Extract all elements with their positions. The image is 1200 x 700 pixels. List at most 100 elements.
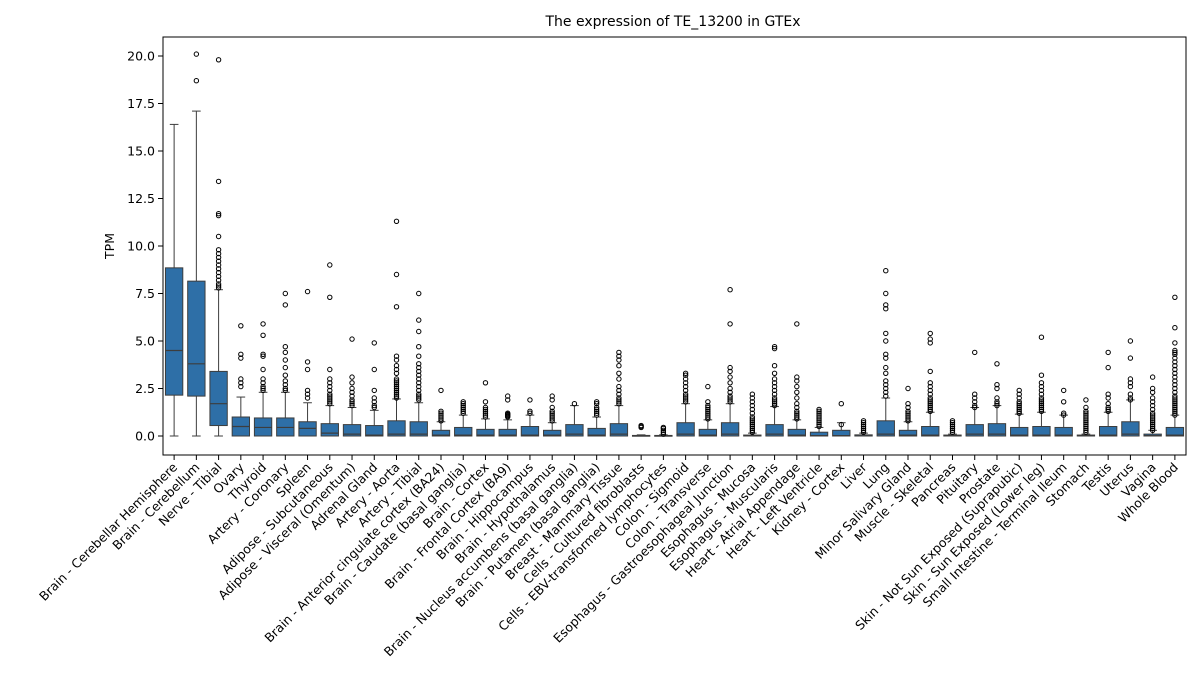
outlier-point: [816, 423, 822, 430]
outlier-point: [972, 399, 978, 405]
outlier-point: [994, 402, 1000, 409]
outlier-point: [393, 304, 400, 310]
outlier-point: [460, 401, 466, 407]
outlier-point: [1105, 364, 1111, 371]
outlier-point: [682, 393, 689, 399]
outlier-point: [616, 357, 622, 363]
outlier-point: [749, 427, 756, 433]
outlier-point: [771, 399, 778, 405]
outlier-point: [260, 353, 266, 359]
outlier-point: [994, 401, 1000, 407]
outlier-point: [771, 383, 778, 390]
outlier-point: [660, 431, 667, 437]
outlier-point: [1060, 387, 1067, 394]
box: [320, 423, 339, 437]
outlier-point: [438, 414, 444, 420]
outlier-point: [327, 399, 333, 405]
outlier-point: [260, 380, 266, 386]
outlier-point: [905, 418, 911, 424]
outlier-point: [749, 410, 756, 416]
outlier-point: [416, 364, 422, 371]
outlier-point: [393, 387, 400, 394]
box: [543, 429, 562, 437]
outlier-point: [927, 336, 933, 342]
outlier-point: [527, 408, 533, 414]
outlier-point: [949, 427, 956, 433]
outlier-point: [883, 364, 889, 371]
outlier-point: [727, 368, 733, 375]
outlier-point: [260, 332, 266, 338]
outlier-point: [638, 422, 644, 429]
plot-area: 0.0 2.5 5.0 7.5 10.0 12.5 15.0 17.5 20.0 Brain - …: [36, 49, 1185, 659]
outlier-point: [215, 285, 222, 291]
box: [387, 420, 406, 437]
outlier-point: [416, 317, 422, 323]
outlier-point: [1016, 399, 1022, 405]
outlier-point: [682, 380, 689, 386]
outlier-point: [1016, 395, 1022, 401]
outlier-point: [327, 376, 333, 382]
outlier-point: [905, 410, 911, 416]
outlier-point: [1083, 429, 1089, 435]
outlier-point: [460, 402, 466, 409]
outlier-point: [482, 404, 489, 411]
outlier-point: [749, 402, 756, 409]
outlier-point: [304, 288, 311, 295]
outlier-point: [1172, 325, 1178, 331]
outlier-point: [1105, 391, 1111, 397]
outlier-point: [816, 416, 822, 422]
outlier-point: [549, 410, 555, 416]
outlier-point: [349, 380, 355, 386]
box: [876, 420, 895, 437]
outlier-point: [905, 408, 911, 414]
outlier-point: [727, 393, 733, 399]
outlier-point: [927, 340, 933, 346]
box: [1054, 426, 1073, 437]
outlier-point: [438, 418, 444, 424]
outlier-point: [438, 412, 444, 418]
outlier-point: [460, 406, 466, 413]
outlier-point: [1172, 363, 1178, 369]
outlier-point: [1083, 421, 1089, 428]
box: [676, 422, 695, 437]
outlier-point: [371, 387, 377, 394]
outlier-point: [393, 357, 400, 363]
outlier-point: [282, 372, 289, 378]
outlier-point: [1038, 399, 1045, 405]
outlier-point: [1149, 402, 1156, 409]
outlier-point: [1172, 404, 1178, 411]
outlier-point: [1127, 355, 1134, 361]
outlier-point: [1127, 383, 1134, 390]
outlier-point: [883, 302, 889, 308]
outlier-point: [749, 395, 756, 401]
y-tick-label: 15.0: [127, 144, 155, 159]
outlier-point: [883, 378, 889, 384]
outlier-point: [393, 370, 400, 376]
outlier-point: [927, 395, 933, 401]
box: [1032, 426, 1051, 437]
outlier-point: [927, 401, 933, 407]
outlier-point: [949, 425, 956, 432]
box: [342, 424, 362, 437]
outlier-point: [927, 380, 933, 386]
outlier-point: [949, 423, 956, 430]
outlier-point: [860, 418, 867, 424]
outlier-point: [371, 404, 377, 411]
outlier-point: [727, 321, 733, 327]
outlier-point: [349, 399, 355, 405]
outlier-point: [327, 366, 333, 373]
outlier-point: [1172, 374, 1178, 380]
outlier-point: [705, 404, 711, 411]
outlier-point: [416, 344, 422, 350]
outlier-point: [972, 395, 978, 401]
outlier-point: [749, 416, 756, 422]
outlier-point: [794, 374, 800, 380]
outlier-point: [794, 401, 800, 407]
outlier-point: [883, 355, 889, 361]
outlier-point: [816, 421, 822, 428]
outlier-point: [727, 374, 733, 380]
outlier-point: [460, 399, 466, 405]
outlier-point: [860, 423, 867, 430]
outlier-point: [705, 414, 711, 420]
